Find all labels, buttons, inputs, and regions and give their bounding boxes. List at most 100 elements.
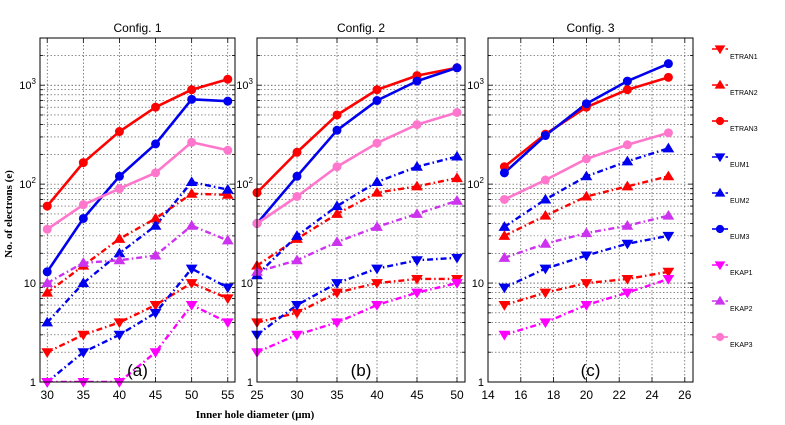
data-point-eum3 [452, 63, 462, 73]
legend-marker-eum3 [715, 224, 725, 234]
data-point-ekap3 [540, 175, 550, 185]
data-point-etran1 [77, 330, 90, 341]
data-point-eum3 [581, 99, 591, 109]
y-tick-label: 10 [472, 278, 484, 290]
data-point-ekap3 [452, 107, 462, 117]
data-point-ekap1 [113, 378, 126, 388]
data-point-eum1 [621, 239, 634, 250]
legend-marker-eum1 [714, 153, 726, 163]
series-line-ekap3 [46, 140, 229, 231]
x-tick-label: 50 [450, 388, 464, 402]
data-point-etran2 [113, 233, 126, 243]
data-point-ekap3 [187, 137, 197, 147]
data-point-eum2 [498, 221, 511, 231]
legend-label-eum2: EUM2 [730, 198, 750, 205]
data-point-etran2 [411, 180, 423, 191]
data-point-eum3 [223, 96, 233, 106]
data-point-eum3 [540, 131, 550, 141]
x-tick-label: 24 [645, 388, 659, 402]
data-point-eum2 [149, 219, 162, 230]
x-tick-label: 45 [149, 388, 163, 402]
data-point-eum3 [412, 76, 422, 86]
legend-label-etran2: ETRAN2 [730, 90, 758, 97]
x-tick-label: 30 [41, 388, 55, 402]
data-point-eum1 [498, 283, 511, 294]
data-point-etran2 [662, 170, 675, 181]
data-point-etran3 [663, 72, 673, 82]
x-tick-label: 35 [77, 388, 91, 402]
x-tick-label: 55 [221, 388, 235, 402]
legend-marker-etran3 [715, 116, 725, 126]
data-point-eum2 [451, 150, 463, 161]
data-point-eum2 [539, 193, 552, 204]
panel-2: 25 30 35 40 45 50 1 10 102 103 Config. 2 (b) [236, 21, 466, 402]
data-point-eum3 [499, 168, 509, 178]
data-point-etran2 [580, 190, 593, 201]
data-point-ekap1 [221, 318, 234, 329]
plot-frame [487, 37, 694, 383]
data-point-ekap3 [292, 191, 302, 201]
plot-frame [256, 37, 466, 383]
data-point-ekap2 [185, 219, 198, 230]
data-point-eum2 [41, 316, 54, 327]
data-point-eum1 [221, 283, 234, 294]
data-point-eum1 [451, 253, 463, 264]
data-point-etran3 [151, 102, 161, 112]
data-point-ekap1 [41, 378, 54, 388]
x-tick-label: 14 [481, 388, 495, 402]
data-point-eum3 [372, 96, 382, 106]
data-point-etran1 [371, 279, 383, 289]
series-line-etran3 [257, 66, 458, 194]
series-line-ekap2 [257, 199, 458, 273]
series-line-etran1 [257, 277, 457, 324]
data-point-eum1 [291, 301, 303, 311]
data-point-eum2 [580, 170, 593, 181]
data-point-eum2 [221, 183, 234, 194]
data-point-etran1 [580, 279, 593, 289]
series-line-eum2 [46, 180, 229, 324]
y-tick-label: 102 [467, 176, 484, 191]
data-point-eum1 [371, 264, 383, 275]
data-point-etran2 [41, 286, 54, 297]
series-line-ekap2 [46, 224, 229, 285]
data-point-ekap3 [622, 140, 632, 150]
data-point-eum3 [42, 267, 52, 277]
data-point-ekap2 [580, 227, 593, 238]
data-point-etran1 [539, 288, 552, 299]
y-tick-label: 103 [467, 77, 484, 92]
legend-marker-eum2 [714, 187, 726, 197]
data-point-eum2 [662, 142, 675, 153]
data-point-eum3 [187, 94, 197, 104]
x-axis-label: Inner hole diameter (μm) [196, 409, 315, 421]
data-point-ekap2 [498, 252, 511, 262]
data-point-etran3 [622, 85, 632, 95]
data-point-eum3 [292, 171, 302, 181]
panel-label: (c) [581, 361, 601, 380]
series-line-etran2 [257, 176, 458, 267]
data-point-ekap2 [451, 194, 463, 205]
data-point-etran2 [451, 172, 463, 183]
data-point-etran2 [498, 230, 511, 240]
series-line-etran1 [46, 281, 229, 354]
panel-3: 14 16 18 20 22 24 26 1 10 102 103 Config. 3 (c) [467, 21, 694, 402]
legend-label-etran1: ETRAN1 [730, 54, 758, 61]
panel-label: (b) [351, 361, 372, 380]
series-line-ekap1 [47, 303, 229, 382]
data-point-etran2 [621, 180, 634, 191]
legend: ETRAN1 ETRAN2 ETRAN3 EUM1 EUM2 EUM3 EKAP1 EKAP2… [712, 45, 758, 349]
data-point-ekap3 [332, 162, 342, 172]
panel-1: 30 35 40 45 50 55 1 10 102 103 Config. 1 (a) [19, 21, 236, 402]
legend-label-etran3: ETRAN3 [730, 126, 758, 133]
y-tick-label: 102 [236, 176, 253, 191]
data-point-eum2 [291, 230, 303, 240]
x-tick-label: 40 [113, 388, 127, 402]
x-tick-label: 22 [613, 388, 627, 402]
series-line-ekap1 [257, 281, 458, 354]
data-point-eum3 [78, 213, 88, 223]
data-point-ekap1 [451, 279, 463, 289]
data-point-ekap1 [580, 301, 593, 311]
data-point-eum1 [77, 348, 90, 358]
data-point-ekap2 [539, 237, 552, 248]
data-point-ekap2 [77, 257, 90, 267]
legend-label-ekap3: EKAP3 [730, 342, 753, 349]
